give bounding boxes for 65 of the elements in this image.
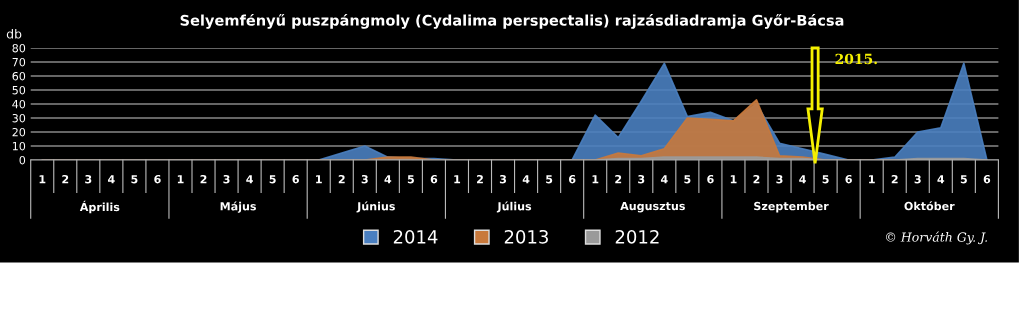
x-tick-label: 4 <box>799 175 806 184</box>
x-tick-label: 3 <box>361 174 368 184</box>
x-tick-label: 2 <box>891 174 898 184</box>
y-tick-label: 0 <box>19 155 26 165</box>
x-tick-label: 5 <box>407 175 414 184</box>
text: Szeptember <box>754 201 829 213</box>
text: Október <box>904 201 955 211</box>
y-tick-label: 70 <box>12 57 26 67</box>
text: Június <box>356 201 395 213</box>
x-tick-label: 2 <box>62 174 69 184</box>
x-tick-label: 2 <box>338 174 345 184</box>
y-tick-label: 20 <box>12 127 26 137</box>
x-tick-label: 6 <box>430 174 438 184</box>
x-tick-label: 2 <box>477 174 483 184</box>
x-tick-label: 6 <box>568 174 576 184</box>
x-tick-label: 4 <box>937 175 945 184</box>
x-tick-label: 1 <box>316 175 322 184</box>
x-tick-label: 2 <box>753 174 760 184</box>
x-tick-label: 6 <box>707 174 714 184</box>
legend-label: 2012 <box>615 229 659 244</box>
x-tick-label: 4 <box>660 175 668 184</box>
x-tick-label: 1 <box>39 175 46 184</box>
y-axis-title: db <box>6 28 22 39</box>
text: Április <box>79 200 120 214</box>
x-tick-label: 5 <box>269 175 276 184</box>
text: © Horváth Gy. J. <box>886 231 988 245</box>
x-tick-label: 6 <box>292 174 299 184</box>
y-tick-label: 40 <box>12 99 26 109</box>
x-tick-label: 1 <box>454 175 461 184</box>
x-tick-label: 3 <box>223 174 230 184</box>
x-tick-label: 5 <box>546 175 553 184</box>
x-tick-label: 6 <box>154 174 161 184</box>
y-tick-label: 80 <box>12 43 26 53</box>
legend-label: 2013 <box>504 229 548 244</box>
x-tick-label: 5 <box>960 175 967 184</box>
x-tick-label: 2 <box>615 174 622 184</box>
x-tick-label: 3 <box>914 174 921 184</box>
x-tick-label: 6 <box>845 174 852 184</box>
x-tick-label: 4 <box>107 175 115 184</box>
x-tick-label: 1 <box>592 175 599 184</box>
legend-label: 2014 <box>393 229 438 244</box>
x-tick-label: 4 <box>384 175 392 184</box>
x-tick-label: 4 <box>246 175 253 184</box>
x-tick-label: 3 <box>638 174 645 184</box>
y-tick-label: 10 <box>12 141 26 151</box>
text: Augusztus <box>620 201 685 213</box>
text: Július <box>496 201 532 213</box>
x-tick-label: 5 <box>684 175 691 184</box>
x-tick-label: 3 <box>85 174 92 184</box>
x-tick-label: 1 <box>730 175 737 184</box>
y-tick-label: 30 <box>12 113 26 123</box>
x-tick-label: 1 <box>177 175 184 184</box>
x-tick-label: 2 <box>200 174 207 184</box>
x-tick-label: 6 <box>983 174 991 184</box>
x-tick-label: 5 <box>822 175 829 184</box>
annotation: 2015. <box>835 53 877 65</box>
chart-title: Selyemfényű puszpángmoly (Cydalima perspectalis) rajzásdiadramja Győr-Bácsa <box>180 13 844 29</box>
text: Május <box>220 201 256 213</box>
y-tick-label: 50 <box>12 85 26 95</box>
x-tick-label: 3 <box>776 174 783 184</box>
x-tick-label: 5 <box>131 175 138 184</box>
y-tick-label: 60 <box>12 71 26 81</box>
x-tick-label: 3 <box>499 174 507 184</box>
x-tick-label: 1 <box>869 175 875 184</box>
x-tick-label: 4 <box>522 175 530 184</box>
